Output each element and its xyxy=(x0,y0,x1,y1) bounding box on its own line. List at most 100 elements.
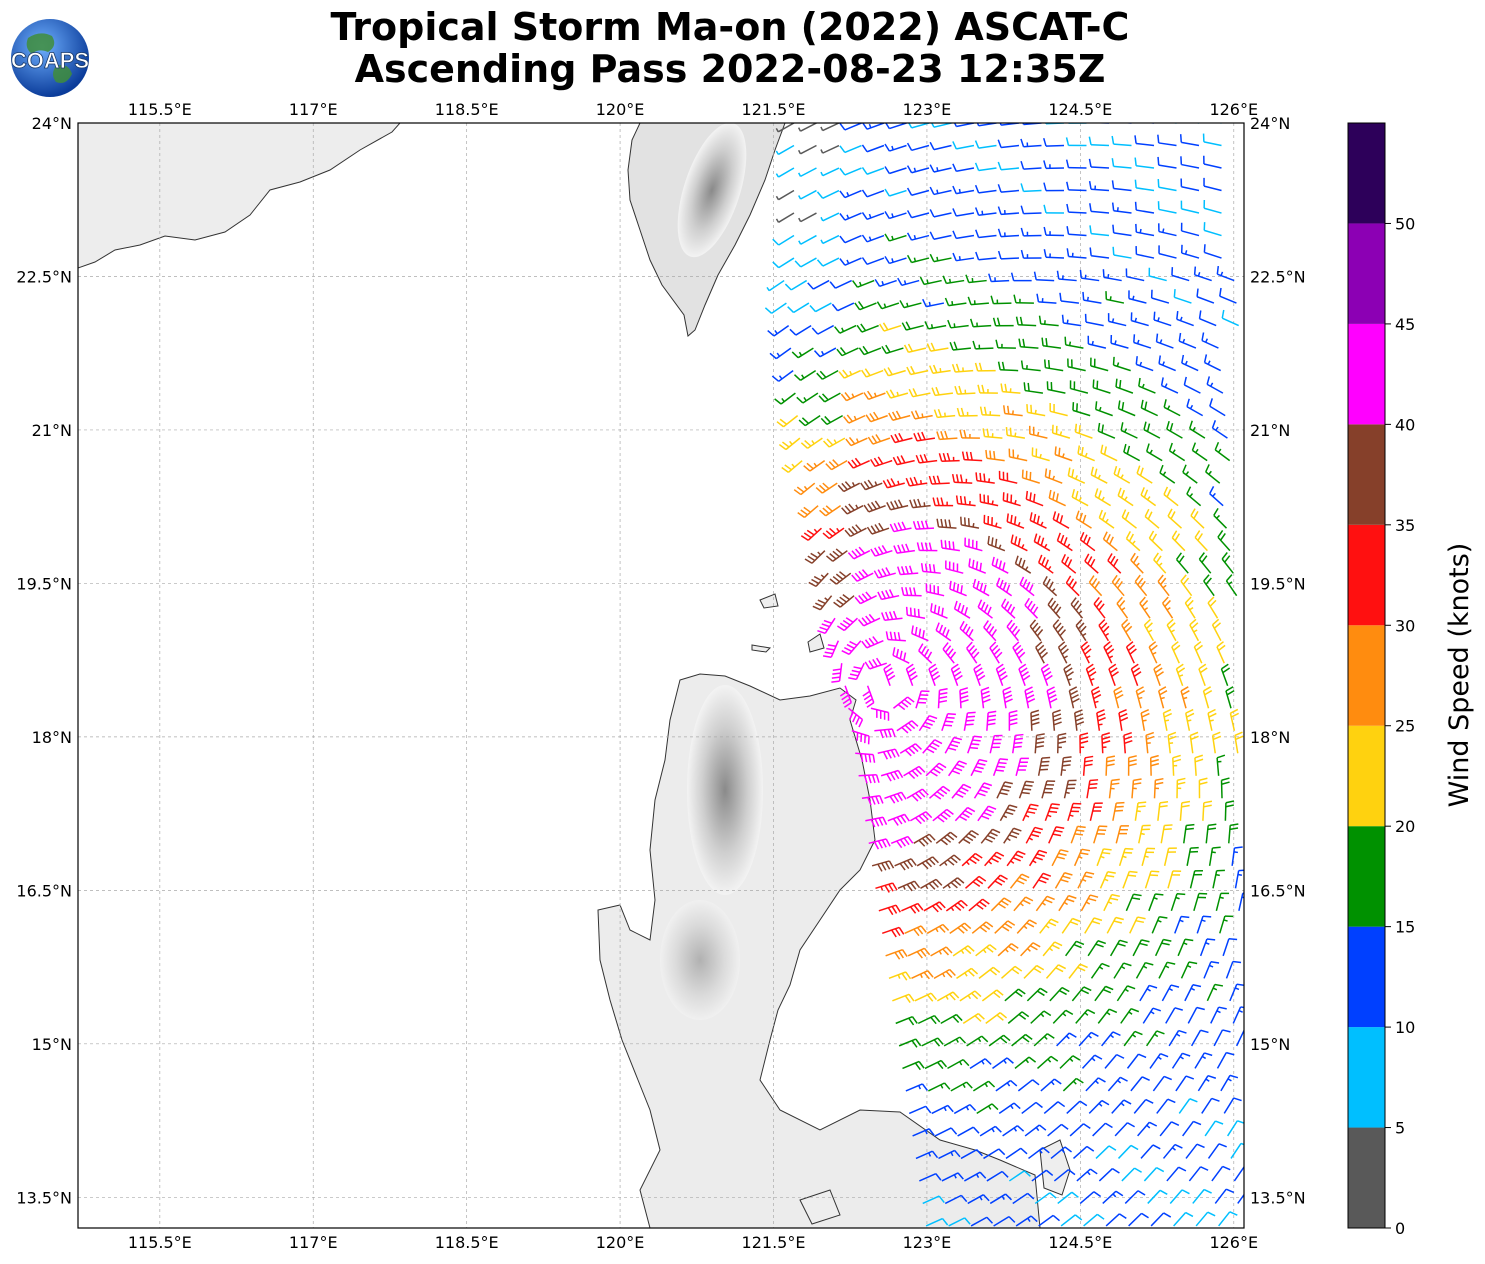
wind-barb xyxy=(1163,486,1179,507)
wind-barb xyxy=(919,276,942,286)
wind-barb xyxy=(1085,1077,1106,1092)
wind-barb xyxy=(1225,574,1238,597)
wind-barb xyxy=(1123,443,1141,462)
wind-barb xyxy=(1204,1120,1224,1137)
wind-barb xyxy=(1157,686,1168,709)
small-island xyxy=(751,644,772,653)
wind-barb xyxy=(861,636,884,649)
lon-tick-label: 115.5°E xyxy=(128,1233,192,1252)
wind-barb xyxy=(1101,732,1111,754)
wind-barb xyxy=(1098,509,1115,529)
wind-barb xyxy=(980,686,991,709)
wind-barb xyxy=(1180,178,1200,192)
wind-barb xyxy=(1048,826,1065,844)
wind-barb xyxy=(1015,1215,1038,1227)
wind-barb xyxy=(1114,1122,1135,1137)
wind-barb xyxy=(964,537,983,552)
wind-barb xyxy=(1043,1101,1066,1114)
wind-barb xyxy=(1180,686,1190,709)
wind-barb xyxy=(926,923,950,934)
wind-barb xyxy=(970,1216,994,1227)
lon-tick-label: 115.5°E xyxy=(128,100,192,119)
wind-barb xyxy=(1112,356,1131,372)
wind-barb xyxy=(798,234,817,245)
wind-barb xyxy=(974,362,996,372)
wind-barb xyxy=(1058,894,1077,912)
wind-barb xyxy=(1128,1212,1149,1227)
lat-tick-label: 18°N xyxy=(32,728,72,747)
wind-barb xyxy=(1213,507,1228,529)
wind-barb xyxy=(1074,423,1093,439)
wind-barb xyxy=(1021,1101,1043,1115)
wind-barb xyxy=(1163,847,1177,866)
wind-barb xyxy=(1111,202,1132,214)
colorbar-tick-label: 25 xyxy=(1395,717,1415,736)
wind-barb xyxy=(1220,663,1231,686)
wind-barb xyxy=(1038,315,1059,327)
colorbar-segment xyxy=(1348,1027,1385,1128)
wind-barb xyxy=(1014,1056,1037,1069)
wind-barb xyxy=(1029,619,1044,642)
wind-barb xyxy=(1143,618,1155,642)
wind-barb xyxy=(930,603,948,619)
wind-barb xyxy=(1067,358,1086,372)
wind-barb xyxy=(1194,1052,1213,1069)
wind-barb xyxy=(905,606,926,619)
colorbar-segment xyxy=(1348,323,1385,425)
wind-barb xyxy=(1052,1009,1074,1024)
wind-barb xyxy=(1024,686,1036,709)
wind-barb xyxy=(1237,1193,1244,1204)
wind-barb xyxy=(1195,1211,1216,1227)
wind-barb xyxy=(804,550,826,564)
wind-barb xyxy=(843,414,866,424)
wind-barb xyxy=(987,535,1006,552)
wind-barb xyxy=(1062,1077,1084,1092)
wind-barb xyxy=(1017,1079,1040,1092)
wind-barb xyxy=(1234,731,1244,754)
wind-barb xyxy=(929,164,952,173)
wind-barb xyxy=(1059,1055,1081,1069)
wind-barb xyxy=(885,631,906,642)
wind-barb xyxy=(1186,486,1202,507)
lon-tick-label: 121.5°E xyxy=(742,1233,806,1252)
wind-barb xyxy=(789,324,812,336)
wind-barb xyxy=(818,392,841,403)
wind-barb xyxy=(956,967,979,979)
wind-barb xyxy=(1097,422,1116,439)
wind-barb xyxy=(988,1034,1011,1047)
wind-barb xyxy=(967,735,983,754)
wind-barb xyxy=(947,319,969,329)
wind-barb xyxy=(1125,531,1141,552)
wind-barb xyxy=(1104,1053,1125,1069)
wind-barb xyxy=(1022,803,1039,822)
wind-barb xyxy=(969,1058,992,1070)
wind-barb xyxy=(1189,870,1203,889)
wind-barb xyxy=(1035,895,1055,912)
wind-barb xyxy=(1216,641,1226,664)
wind-barb xyxy=(1186,846,1199,866)
wind-barb xyxy=(942,877,965,889)
wind-barb xyxy=(959,687,969,709)
wind-barb xyxy=(1111,1099,1132,1114)
wind-barb xyxy=(1025,490,1044,507)
wind-barb xyxy=(1089,802,1103,821)
lon-tick-label: 117°E xyxy=(289,100,338,119)
wind-barb xyxy=(897,565,919,576)
wind-barb xyxy=(781,460,803,473)
wind-barb xyxy=(940,1013,963,1025)
wind-barb xyxy=(1155,333,1174,349)
wind-barb xyxy=(997,228,1020,238)
wind-barb xyxy=(1085,663,1097,686)
wind-barb xyxy=(884,233,907,242)
wind-barb xyxy=(968,558,987,574)
wind-barb xyxy=(941,712,956,731)
wind-barb xyxy=(1115,825,1129,844)
wind-barb xyxy=(943,1036,967,1047)
wind-barb xyxy=(884,166,907,175)
wind-barb xyxy=(1194,123,1199,124)
wind-barb xyxy=(995,339,1016,349)
wind-barb xyxy=(883,663,896,686)
wind-barb xyxy=(908,1105,932,1115)
wind-barb xyxy=(964,1171,987,1182)
wind-barb xyxy=(861,795,884,806)
